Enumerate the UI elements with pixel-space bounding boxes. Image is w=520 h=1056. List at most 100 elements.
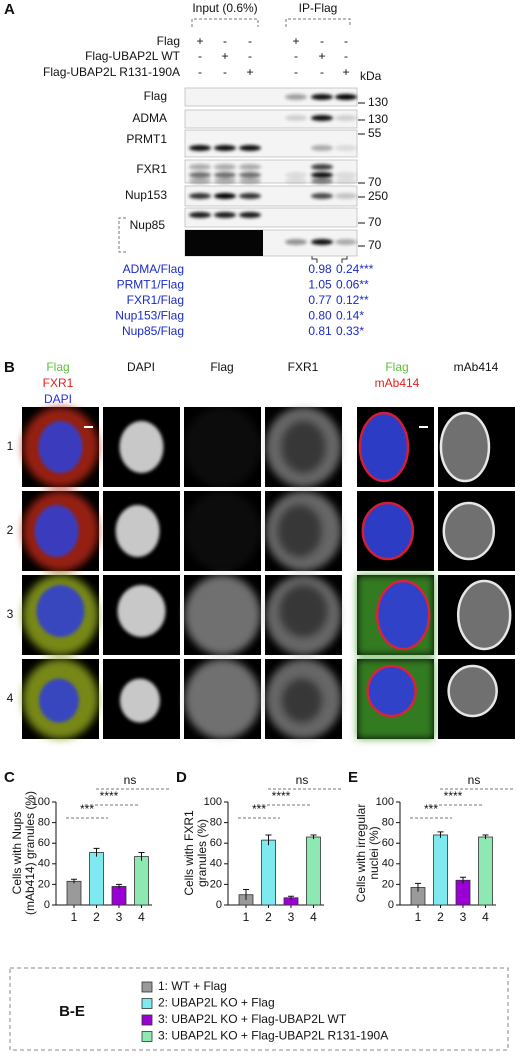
nucleus bbox=[119, 678, 160, 723]
condition-label: Flag bbox=[157, 34, 180, 48]
y-tick-label: 20 bbox=[210, 878, 222, 890]
band bbox=[335, 115, 357, 121]
channel-header: FXR1 bbox=[43, 376, 74, 390]
band bbox=[285, 239, 307, 245]
bar bbox=[261, 839, 276, 906]
y-axis-label: (mAb414) granules (%) bbox=[23, 791, 37, 915]
micrograph bbox=[184, 575, 261, 655]
micrograph bbox=[184, 491, 261, 571]
micrograph bbox=[103, 407, 180, 487]
y-axis-label: Cells with irregular bbox=[354, 804, 368, 903]
sign: + bbox=[246, 65, 253, 79]
row-label: 1 bbox=[7, 439, 14, 453]
quant-value: 0.80 bbox=[308, 309, 332, 323]
legend-swatch bbox=[141, 981, 153, 993]
micrograph bbox=[22, 491, 99, 571]
panel-label: C bbox=[4, 769, 15, 786]
error-bar bbox=[93, 847, 100, 857]
blot-saturated bbox=[185, 230, 263, 256]
sign: + bbox=[342, 65, 349, 79]
bar bbox=[478, 836, 493, 906]
signal bbox=[184, 659, 261, 739]
legend-swatch bbox=[141, 998, 153, 1009]
quant-label: Nup153/Flag bbox=[115, 309, 184, 323]
band bbox=[214, 145, 236, 151]
sign: + bbox=[292, 34, 299, 48]
marker-label: 70 bbox=[368, 215, 382, 229]
channel-header: FXR1 bbox=[288, 360, 319, 374]
band bbox=[285, 172, 307, 178]
band bbox=[239, 178, 261, 184]
band bbox=[311, 178, 333, 184]
channel-header: mAb414 bbox=[454, 360, 499, 374]
micrograph bbox=[265, 407, 342, 487]
micrograph bbox=[438, 575, 515, 655]
band bbox=[214, 193, 236, 199]
band bbox=[335, 239, 357, 245]
blot-label: PRMT1 bbox=[126, 132, 167, 146]
band bbox=[311, 193, 333, 199]
nucleus-shadow bbox=[279, 585, 328, 637]
quant-value: 0.06** bbox=[336, 278, 369, 292]
blot-label: ADMA bbox=[132, 111, 167, 125]
channel-header: Flag bbox=[46, 360, 69, 374]
y-tick-label: 0 bbox=[44, 899, 50, 911]
band bbox=[311, 172, 333, 178]
micrograph bbox=[103, 575, 180, 655]
panel-label: E bbox=[348, 769, 358, 786]
y-tick-label: 100 bbox=[32, 796, 50, 808]
condition-label: Flag-UBAP2L WT bbox=[85, 49, 181, 63]
band bbox=[285, 94, 307, 100]
y-tick-label: 20 bbox=[382, 878, 394, 890]
band bbox=[335, 145, 357, 151]
sign: - bbox=[344, 34, 348, 48]
nucleus bbox=[447, 664, 498, 718]
band bbox=[214, 164, 236, 170]
y-tick-label: 80 bbox=[382, 817, 394, 829]
band bbox=[239, 212, 261, 218]
y-axis-label: Cells with FXR1 bbox=[182, 810, 196, 896]
x-tick-label: 4 bbox=[310, 910, 317, 924]
nucleus bbox=[375, 579, 431, 651]
x-tick-label: 2 bbox=[93, 910, 100, 924]
bracket bbox=[118, 217, 126, 253]
bar bbox=[134, 856, 149, 906]
bar bbox=[433, 834, 448, 906]
micrograph bbox=[357, 407, 434, 487]
error-bar bbox=[482, 834, 489, 840]
y-axis-label: nuclei (%) bbox=[367, 826, 381, 879]
nucleus bbox=[117, 585, 166, 637]
sign: - bbox=[248, 49, 252, 63]
sign: - bbox=[320, 34, 324, 48]
error-bar bbox=[138, 851, 145, 861]
bar bbox=[66, 880, 82, 906]
significance-label: *** bbox=[424, 802, 438, 816]
micrograph bbox=[22, 659, 99, 739]
legend-swatch bbox=[141, 1031, 153, 1042]
significance-label: ns bbox=[468, 773, 481, 787]
band bbox=[311, 145, 333, 151]
channel-header: Flag bbox=[210, 360, 233, 374]
panel-label: A bbox=[4, 1, 15, 18]
nucleus bbox=[366, 664, 417, 718]
quant-label: Nup85/Flag bbox=[122, 324, 184, 338]
micrograph bbox=[265, 659, 342, 739]
nucleus-shadow bbox=[281, 678, 322, 723]
quant-value: 0.33* bbox=[336, 324, 364, 338]
marker-label: 70 bbox=[368, 175, 382, 189]
legend-box bbox=[9, 967, 509, 1051]
band bbox=[285, 178, 307, 184]
band bbox=[189, 193, 211, 199]
quant-value: 0.14* bbox=[336, 309, 364, 323]
channel-header: DAPI bbox=[44, 392, 72, 406]
x-tick-label: 1 bbox=[243, 910, 250, 924]
y-tick-label: 60 bbox=[382, 837, 394, 849]
y-tick-label: 0 bbox=[216, 899, 222, 911]
significance-label: **** bbox=[444, 789, 463, 803]
micrograph bbox=[357, 575, 434, 655]
micrograph bbox=[22, 407, 99, 487]
y-tick-label: 60 bbox=[38, 837, 50, 849]
nucleus bbox=[358, 411, 410, 483]
blot-label: FXR1 bbox=[136, 162, 167, 176]
micrograph bbox=[357, 491, 434, 571]
